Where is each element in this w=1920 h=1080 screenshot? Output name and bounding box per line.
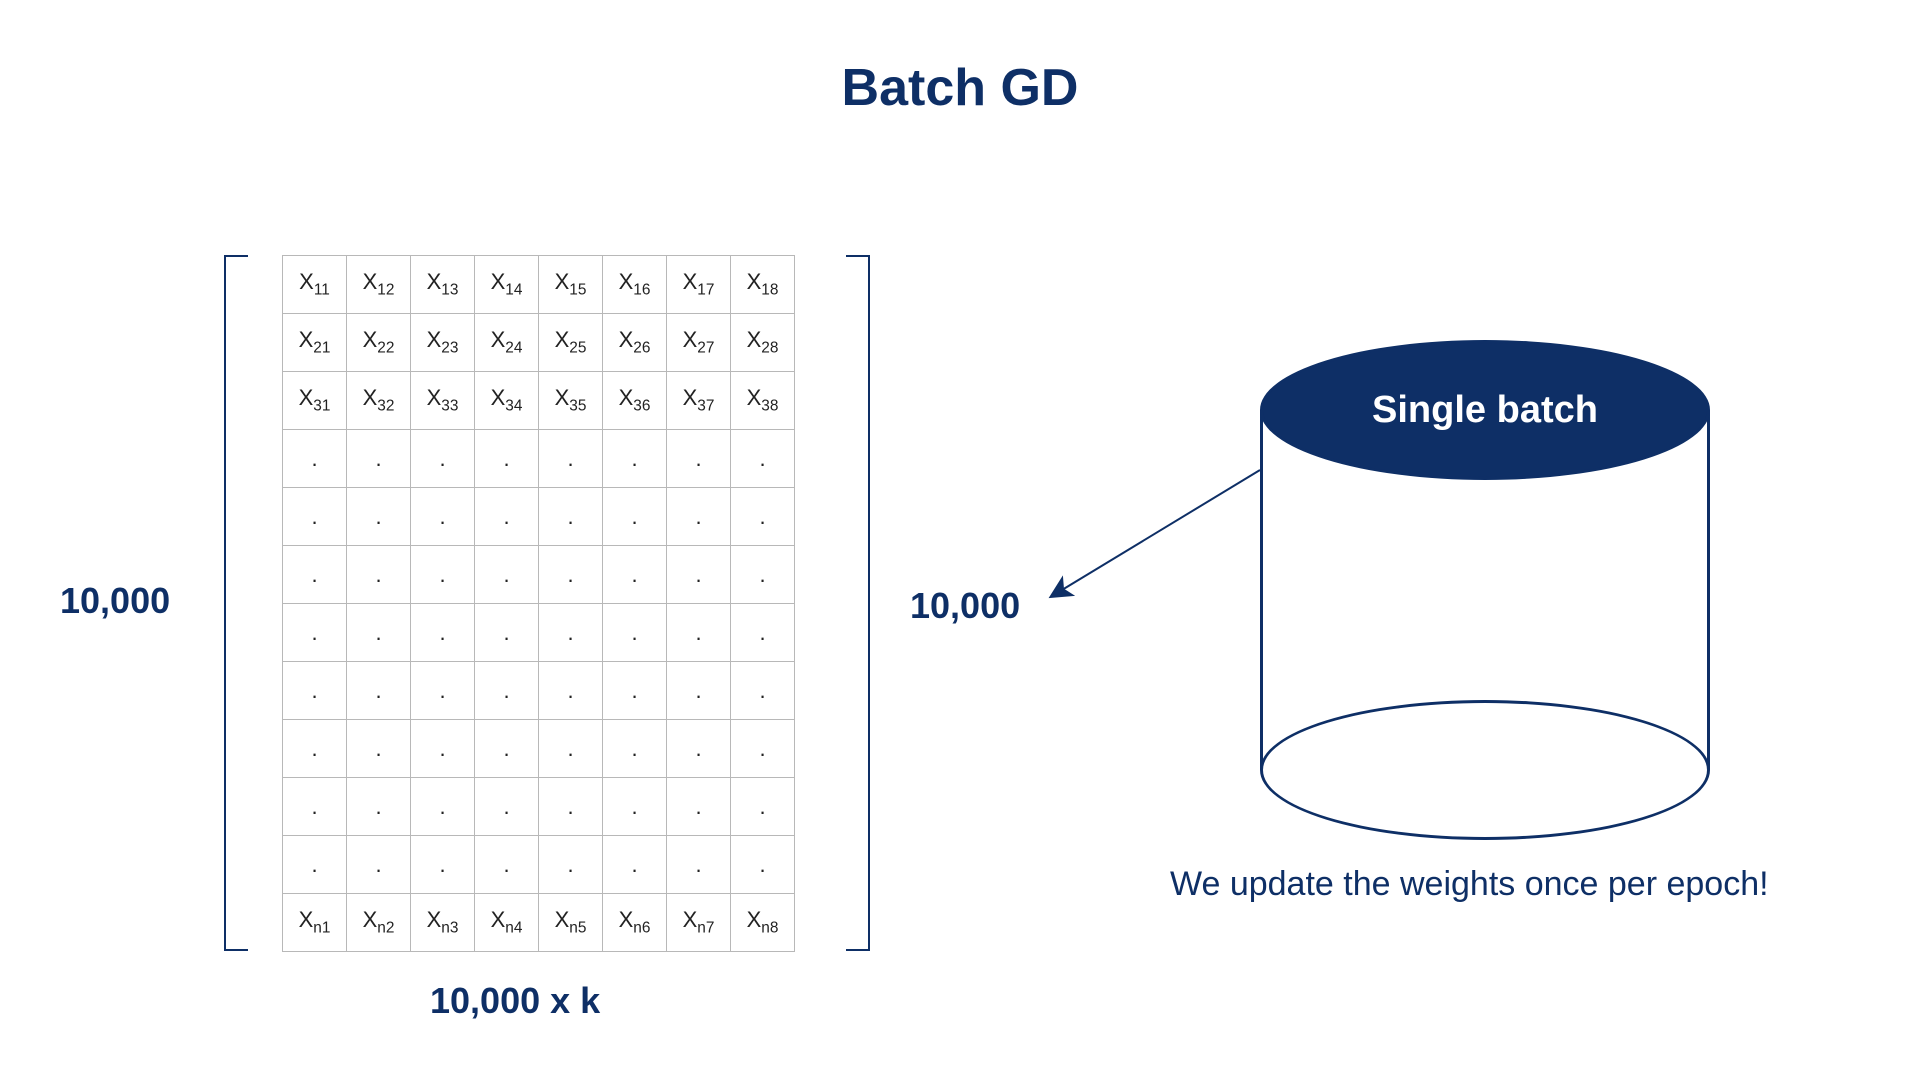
arrow-line (1052, 470, 1260, 596)
cylinder-top: Single batch (1260, 340, 1710, 480)
single-batch-cylinder: Single batch (1260, 340, 1710, 840)
epoch-caption: We update the weights once per epoch! (1170, 865, 1769, 904)
slide-stage: Batch GD 10,000 X11X12X13X14X15X16X17X18… (0, 0, 1920, 1080)
cylinder-label: Single batch (1372, 389, 1598, 432)
cylinder-bottom (1260, 700, 1710, 840)
